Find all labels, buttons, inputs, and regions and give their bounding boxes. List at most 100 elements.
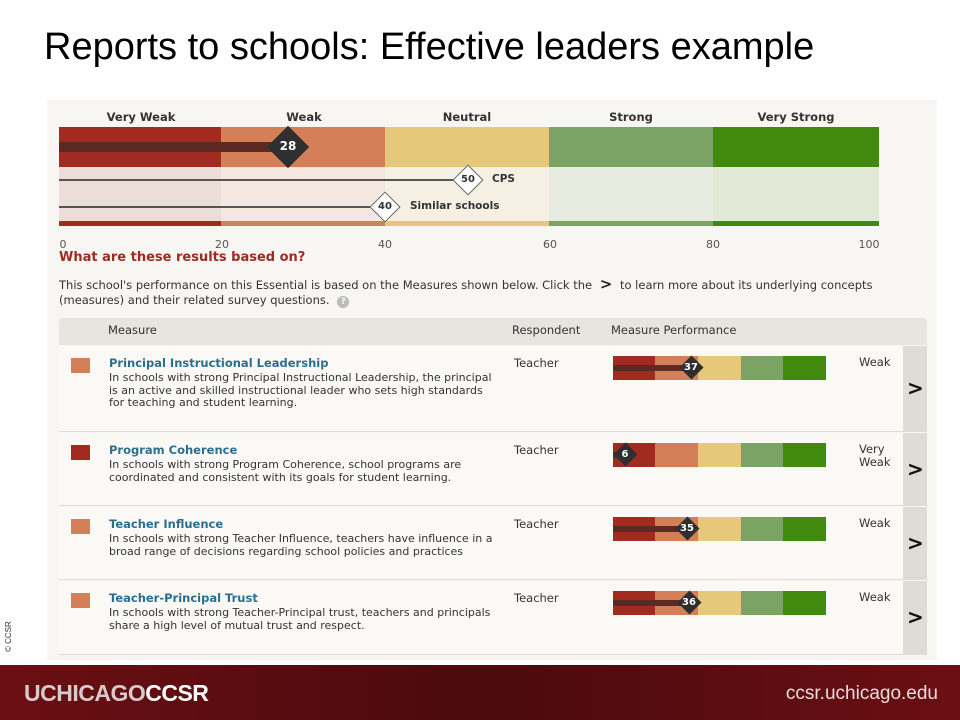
measure-respondent: Teacher (514, 591, 559, 605)
measure-description: In schools with strong Principal Instruc… (109, 371, 492, 409)
measure-rating: Weak (859, 590, 891, 604)
help-icon[interactable]: ? (337, 296, 350, 308)
table-row: Principal Instructional Leadership In sc… (59, 346, 927, 432)
scale-label-neutral: Neutral (442, 110, 492, 124)
intro-text-1: This school's performance on this Essent… (59, 278, 593, 292)
measure-performance-bar: 6 (613, 442, 826, 467)
cps-reference-line (59, 179, 455, 181)
baseline-very-strong (713, 221, 879, 226)
measure-title[interactable]: Principal Instructional Leadership (109, 356, 329, 370)
mini-seg-strong (741, 591, 783, 615)
band-strong (549, 127, 713, 167)
measures-table-header (59, 318, 927, 345)
similar-schools-value: 40 (378, 201, 392, 212)
band-very-strong (713, 127, 879, 167)
similar-schools-reference-line (59, 206, 373, 208)
mini-score-value: 35 (680, 523, 694, 534)
mini-seg-very-strong (783, 356, 826, 380)
band-shade-very-strong (713, 167, 879, 223)
band-shade-very-weak (59, 167, 221, 223)
measure-description: In schools with strong Program Coherence… (109, 458, 462, 484)
expand-row-button[interactable]: > (903, 433, 927, 505)
tick-60: 60 (543, 238, 557, 251)
header-respondent: Respondent (512, 323, 581, 337)
table-row: Teacher Influence In schools with strong… (59, 507, 927, 580)
logo-part-1: UCHICAGO (24, 680, 146, 706)
mini-seg-neutral (698, 591, 741, 615)
measure-performance-bar: 37 (613, 355, 826, 380)
measure-swatch (71, 519, 90, 534)
table-row: Program Coherence In schools with strong… (59, 433, 927, 506)
copyright-notice: © CCSR (4, 621, 13, 652)
chevron-right-icon: > (599, 275, 613, 293)
mini-score-value: 37 (684, 362, 698, 373)
mini-seg-weak (655, 443, 698, 467)
chevron-right-icon: > (907, 531, 924, 555)
scale-label-strong: Strong (609, 110, 653, 124)
logo-part-2: CCSR (145, 680, 209, 706)
scale-label-very-strong: Very Strong (757, 110, 835, 124)
measure-respondent: Teacher (514, 517, 559, 531)
mini-seg-strong (741, 517, 783, 541)
header-measure: Measure (108, 323, 157, 337)
slide-title: Reports to schools: Effective leaders ex… (44, 26, 815, 68)
similar-schools-label: Similar schools (410, 200, 500, 212)
mini-seg-strong (741, 443, 783, 467)
mini-score-bar (613, 526, 687, 532)
chevron-right-icon: > (907, 376, 924, 400)
mini-seg-neutral (698, 443, 741, 467)
measure-rating: Very Weak (859, 442, 891, 469)
table-row: Teacher-Principal Trust In schools with … (59, 581, 927, 655)
mini-seg-strong (741, 356, 783, 380)
measure-rating: Weak (859, 355, 891, 369)
measure-swatch (71, 593, 90, 608)
header-measure-performance: Measure Performance (611, 323, 737, 337)
scale-label-weak: Weak (286, 110, 322, 124)
section-question: What are these results based on? (59, 250, 306, 265)
footer-bar (0, 665, 960, 720)
band-neutral (385, 127, 549, 167)
cps-label: CPS (492, 173, 515, 185)
measure-title[interactable]: Teacher Influence (109, 517, 224, 531)
band-shade-weak (221, 167, 385, 223)
measure-respondent: Teacher (514, 356, 559, 370)
measure-swatch (71, 358, 90, 373)
cps-value: 50 (461, 174, 475, 185)
baseline-very-weak (59, 221, 221, 226)
intro-text-2: to learn more about its underlying conce… (59, 278, 873, 307)
measure-description: In schools with strong Teacher Influence… (109, 532, 493, 558)
measure-title[interactable]: Teacher-Principal Trust (109, 591, 258, 605)
section-intro: This school's performance on this Essent… (59, 277, 889, 308)
school-score-value: 28 (279, 139, 297, 153)
school-score-bar (59, 142, 289, 152)
chevron-right-icon: > (907, 457, 924, 481)
mini-seg-very-strong (783, 443, 826, 467)
mini-seg-neutral (698, 356, 741, 380)
scale-label-very-weak: Very Weak (106, 110, 176, 124)
mini-seg-very-strong (783, 591, 826, 615)
tick-40: 40 (378, 238, 392, 251)
expand-row-button[interactable]: > (903, 581, 927, 654)
measure-performance-bar: 36 (613, 590, 826, 615)
band-shade-strong (549, 167, 713, 223)
mini-seg-very-strong (783, 517, 826, 541)
expand-row-button[interactable]: > (903, 346, 927, 431)
tick-100: 100 (858, 238, 880, 251)
baseline-strong (549, 221, 713, 226)
baseline-neutral (385, 221, 549, 226)
mini-score-value: 36 (682, 597, 696, 608)
expand-row-button[interactable]: > (903, 507, 927, 579)
measure-respondent: Teacher (514, 443, 559, 457)
measure-title[interactable]: Program Coherence (109, 443, 238, 457)
measure-description: In schools with strong Teacher-Principal… (109, 606, 491, 632)
mini-score-bar (613, 365, 691, 371)
measure-rating: Weak (859, 516, 891, 530)
footer-url[interactable]: ccsr.uchicago.edu (785, 683, 938, 704)
mini-score-bar (613, 600, 689, 606)
tick-80: 80 (706, 238, 720, 251)
measure-swatch (71, 445, 90, 460)
chevron-right-icon: > (907, 605, 924, 629)
tick-20: 20 (215, 238, 229, 251)
tick-0: 0 (59, 238, 67, 251)
baseline-weak (221, 221, 385, 226)
